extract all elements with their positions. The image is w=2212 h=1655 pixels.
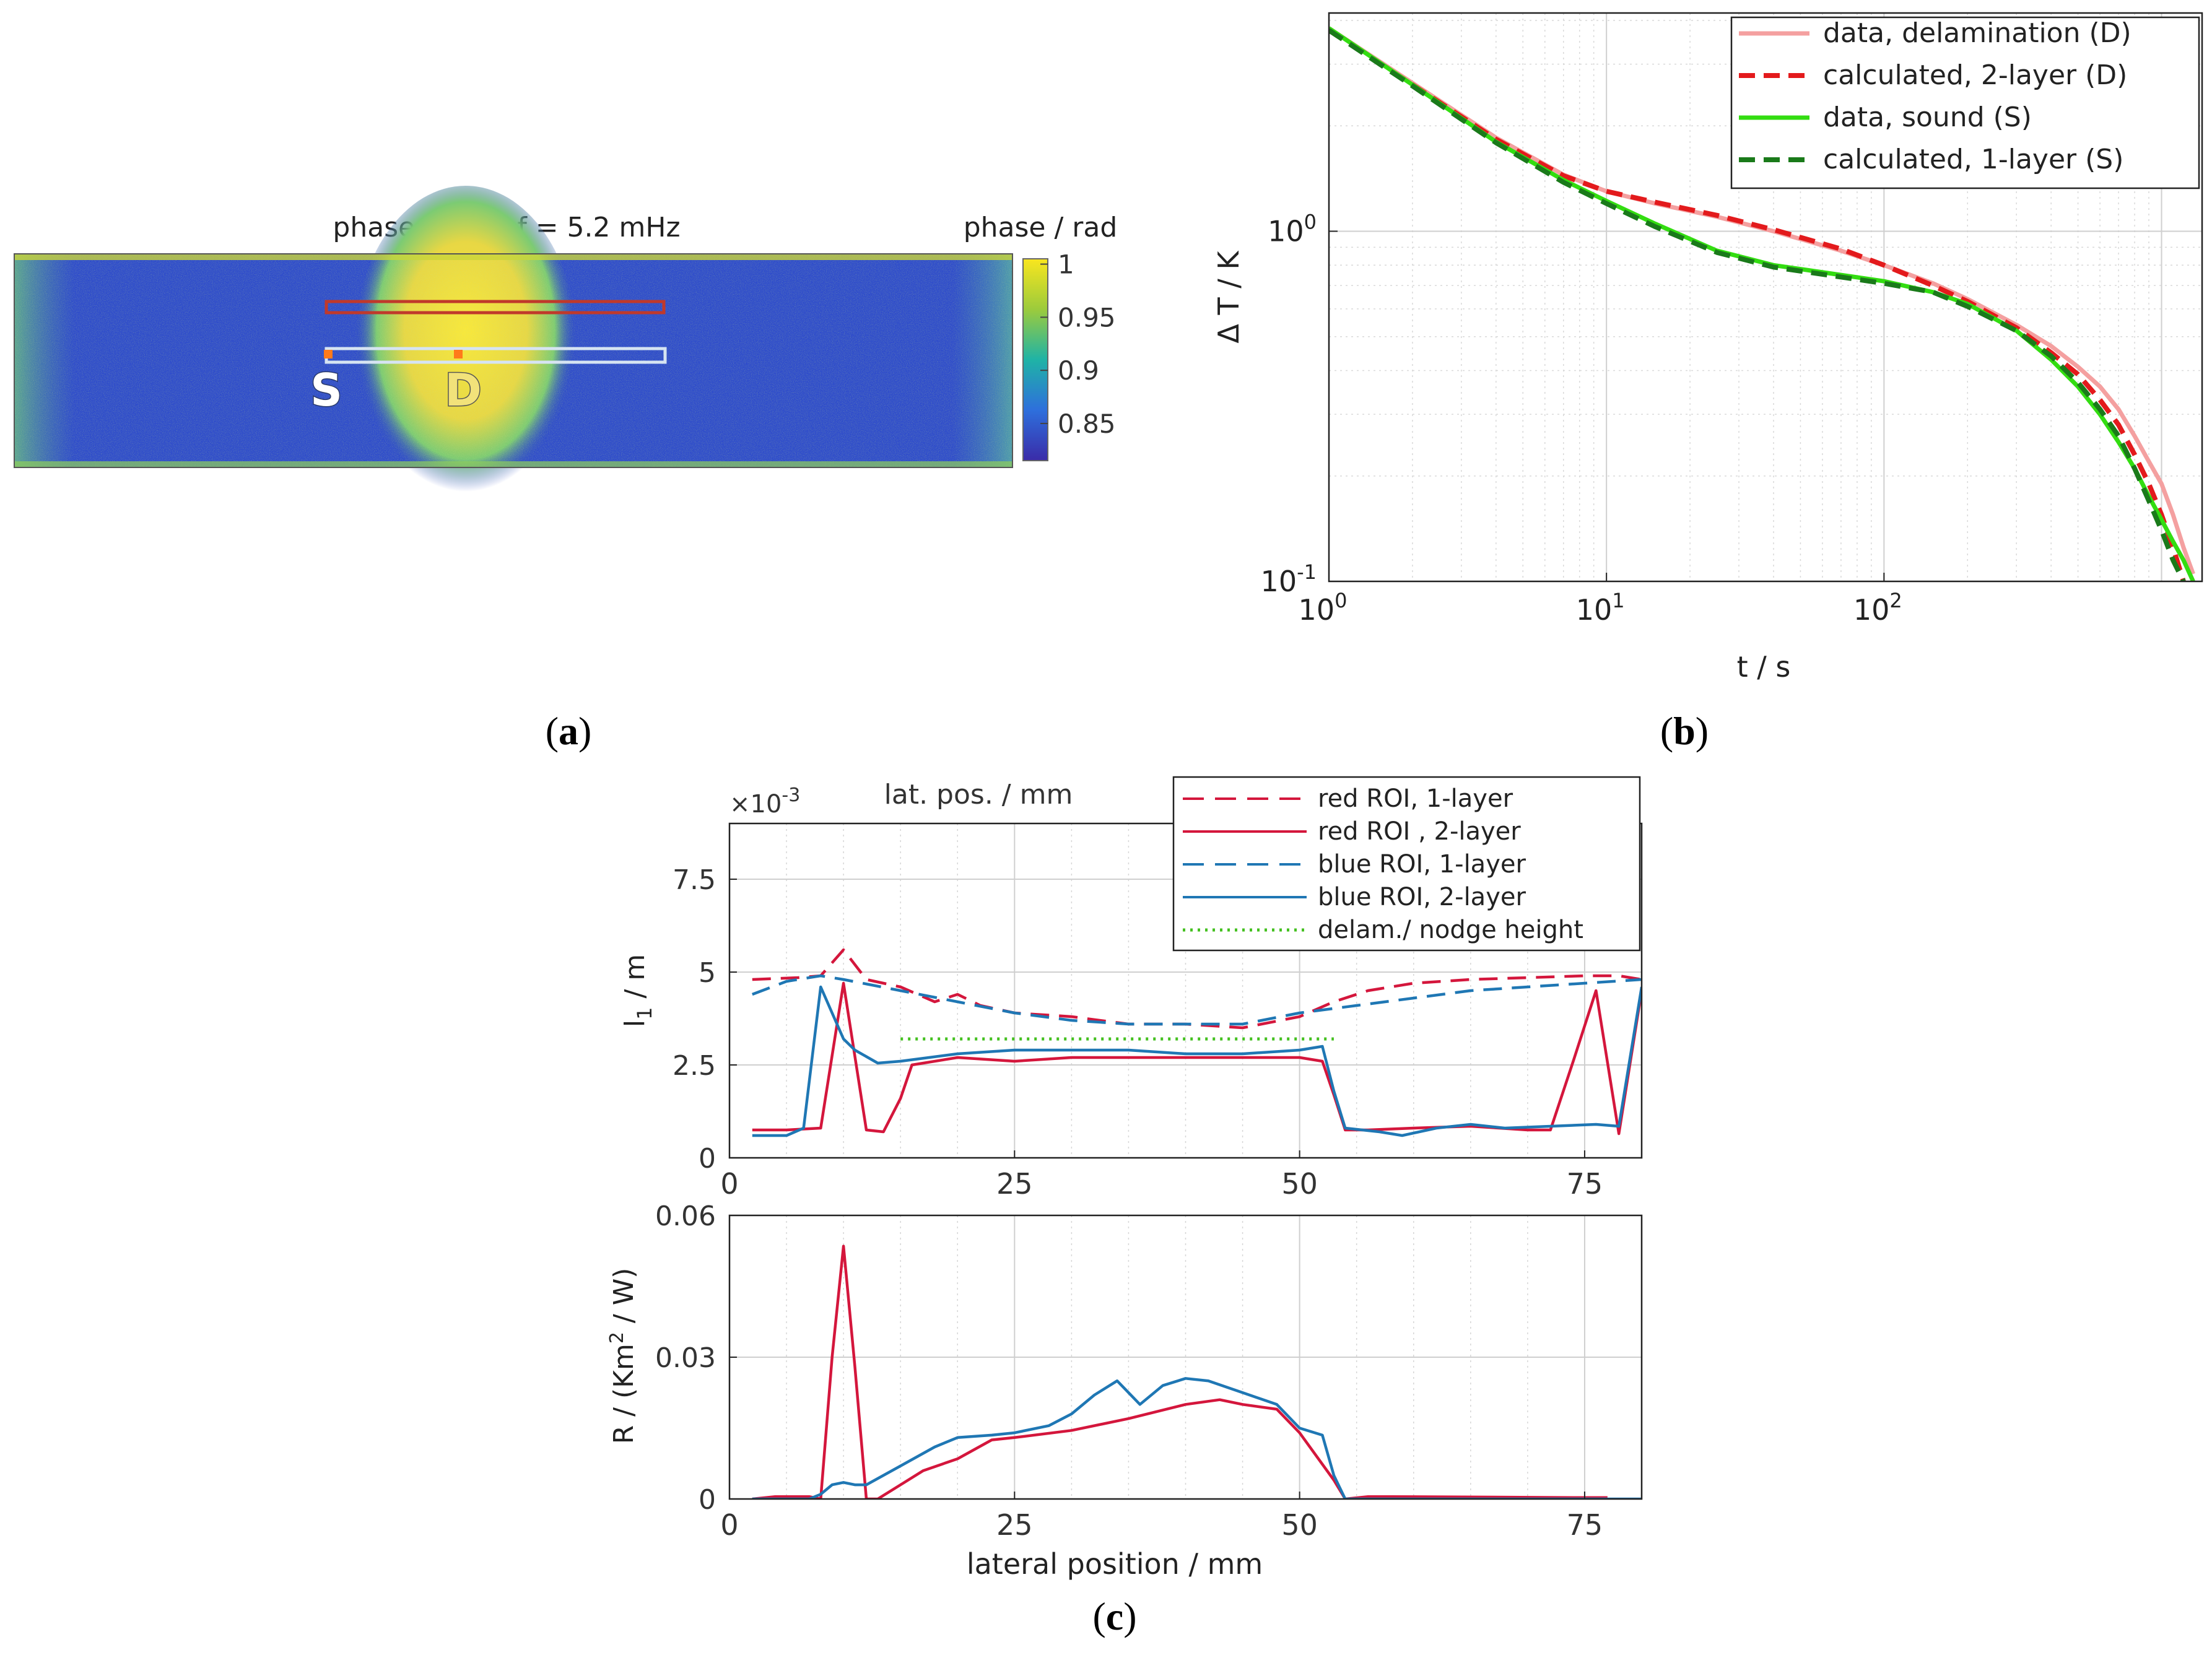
series-calculated-1-layer-s- [1329, 28, 2186, 581]
series-calculated-2-layer-d- [1329, 28, 2186, 581]
legend-label: calculated, 1-layer (S) [1823, 144, 2123, 175]
plot-b-xlabel: t / s [1737, 650, 1791, 684]
x-tick-label: 50 [1281, 1167, 1318, 1201]
colorbar-tick-label: 1 [1058, 250, 1074, 280]
plot-c-bottom-ticks: 0 25 50 75 0 0.03 0.06 [655, 1201, 1603, 1542]
legend-label: data, sound (S) [1823, 102, 2032, 133]
y-tick-label: 0 [699, 1484, 716, 1516]
y-tick-label: 2.5 [673, 1050, 716, 1082]
x-tick-label: 0 [720, 1508, 738, 1542]
marker-s-dot [324, 350, 333, 358]
y-tick-label: 0.03 [655, 1342, 716, 1374]
plot-b-legend: data, delamination (D) calculated, 2-laye… [1730, 16, 2200, 189]
plot-c-top-title: lat. pos. / mm [884, 779, 1073, 810]
panel-a-label: (a) [546, 709, 592, 753]
x-tick-label: 75 [1567, 1167, 1603, 1201]
marker-d-dot [454, 350, 463, 358]
legend-label: data, delamination (D) [1823, 17, 2131, 49]
panel-b-label: (b) [1660, 709, 1709, 753]
marker-s-label: S [310, 364, 342, 416]
plot-c-top-ticks: 0 25 50 75 0 2.5 5 7.5 [673, 864, 1603, 1201]
plot-b-ylabel: Δ T / K [1212, 250, 1245, 344]
series-blue-roi-2-layer [752, 1377, 1642, 1499]
x-tick-label: 0 [720, 1167, 738, 1201]
plot-c-top-grid [729, 823, 1642, 1158]
plot-c-top-multiplier: ×10-3 [729, 784, 800, 819]
colorbar: 1 0.95 0.9 0.85 [1022, 250, 1116, 461]
plot-c-top-ylabel: l1 / m [619, 954, 656, 1027]
legend-label: blue ROI, 2-layer [1318, 883, 1526, 911]
panel-c: 0 25 50 75 0 2.5 5 7.5 lat. pos. / mm ×10-3 l1 … [606, 776, 1643, 1638]
x-tick-label: 25 [996, 1508, 1033, 1542]
colorbar-tick-label: 0.95 [1058, 302, 1116, 332]
legend-label: red ROI , 2-layer [1318, 817, 1521, 846]
panel-a: phase image f = 5.2 mHz phase / rad S D … [14, 186, 1117, 753]
y-tick-label: 100 [1268, 210, 1317, 248]
x-tick-label: 102 [1853, 589, 1902, 627]
legend-label: calculated, 2-layer (D) [1823, 59, 2127, 91]
y-tick-label: 0 [699, 1143, 716, 1175]
x-tick-label: 75 [1567, 1508, 1603, 1542]
colorbar-tick-label: 0.9 [1058, 355, 1099, 386]
plot-b-series [1329, 26, 2195, 581]
y-tick-label: 10-1 [1261, 560, 1317, 598]
y-tick-label: 5 [699, 957, 716, 989]
y-tick-label: 7.5 [673, 864, 716, 896]
plot-c-xlabel: lateral position / mm [967, 1547, 1263, 1581]
panel-c-label: (c) [1092, 1594, 1136, 1638]
plot-b-frame [1328, 12, 2203, 583]
legend-label: red ROI, 1-layer [1318, 784, 1513, 813]
legend-label: delam./ nodge height [1318, 916, 1583, 944]
phase-image [14, 186, 1013, 508]
red-roi-rectangle [324, 300, 666, 315]
plot-c-bottom-series [752, 1245, 1642, 1499]
series-blue-roi-2-layer [752, 985, 1642, 1137]
plot-c-legend: red ROI, 1-layer red ROI , 2-layer blue RO… [1172, 776, 1641, 952]
series-blue-roi-1-layer [752, 974, 1642, 1026]
x-tick-label: 100 [1299, 589, 1348, 627]
y-tick-label: 0.06 [655, 1201, 716, 1232]
colorbar-tick-label: 0.85 [1058, 409, 1116, 439]
marker-d-label: D [445, 364, 482, 416]
colorbar-title: phase / rad [964, 212, 1118, 243]
legend-label: blue ROI, 1-layer [1318, 850, 1526, 879]
x-tick-label: 50 [1281, 1508, 1318, 1542]
x-tick-label: 101 [1576, 589, 1625, 627]
x-tick-label: 25 [996, 1167, 1033, 1201]
plot-c-top-series [752, 948, 1642, 1137]
plot-c-bottom-ylabel: R / (Km2 / W) [606, 1268, 640, 1444]
series-red-roi-2-layer [752, 981, 1642, 1136]
